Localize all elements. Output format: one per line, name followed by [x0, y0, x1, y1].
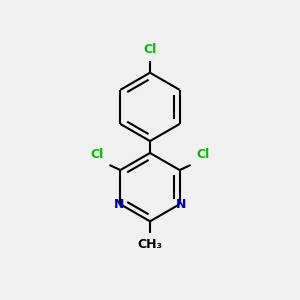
- Text: Cl: Cl: [91, 148, 104, 161]
- Text: CH₃: CH₃: [137, 238, 163, 251]
- Text: Cl: Cl: [196, 148, 209, 161]
- Text: Cl: Cl: [143, 44, 157, 56]
- Text: N: N: [114, 198, 124, 211]
- Text: N: N: [176, 198, 186, 211]
